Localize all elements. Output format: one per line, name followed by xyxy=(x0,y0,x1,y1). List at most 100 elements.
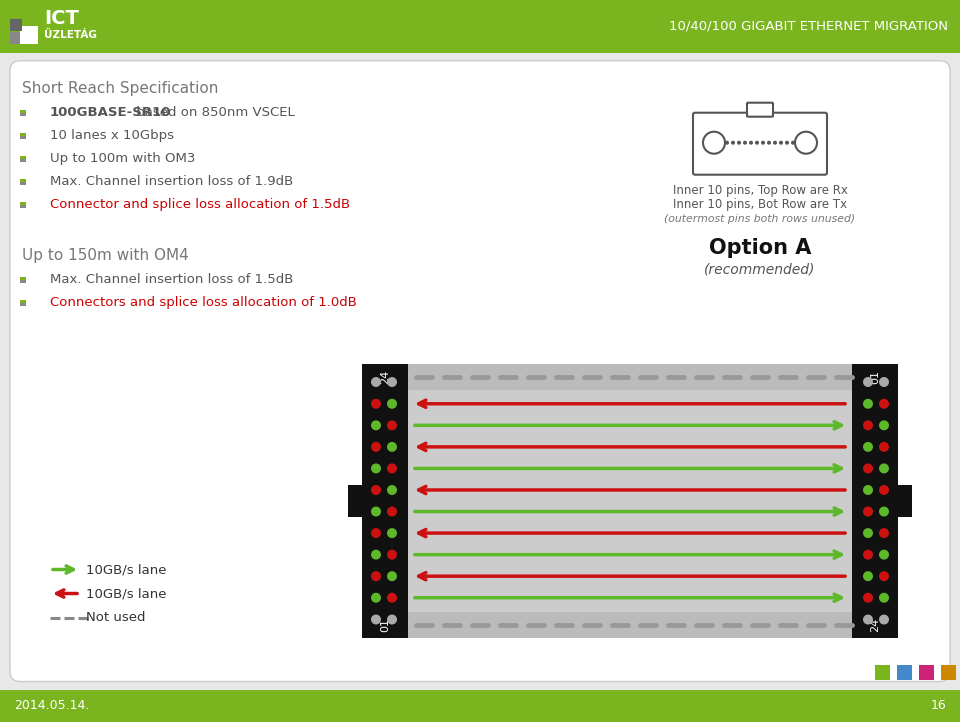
Bar xyxy=(898,484,912,517)
Text: Option A: Option A xyxy=(708,238,811,258)
Circle shape xyxy=(387,485,397,495)
Bar xyxy=(20,300,26,303)
Bar xyxy=(852,364,898,638)
Text: Up to 100m with OM3: Up to 100m with OM3 xyxy=(50,152,196,165)
Bar xyxy=(20,133,26,136)
Circle shape xyxy=(879,485,889,495)
Circle shape xyxy=(863,593,873,603)
Circle shape xyxy=(371,593,381,603)
Text: 2014.05.14.: 2014.05.14. xyxy=(14,699,89,713)
Bar xyxy=(875,664,890,679)
Text: ICT: ICT xyxy=(44,9,79,28)
Bar xyxy=(20,201,26,205)
Circle shape xyxy=(371,464,381,474)
Text: Short Reach Specification: Short Reach Specification xyxy=(22,81,218,96)
Circle shape xyxy=(371,507,381,516)
Circle shape xyxy=(371,420,381,430)
Circle shape xyxy=(387,420,397,430)
Bar xyxy=(20,182,26,185)
Text: 24: 24 xyxy=(380,370,390,384)
Circle shape xyxy=(371,377,381,387)
Circle shape xyxy=(863,614,873,625)
Circle shape xyxy=(879,593,889,603)
Bar xyxy=(20,279,26,283)
Circle shape xyxy=(791,141,795,144)
Bar xyxy=(0,690,960,722)
FancyBboxPatch shape xyxy=(10,61,950,682)
Circle shape xyxy=(371,528,381,538)
Text: Up to 150m with OM4: Up to 150m with OM4 xyxy=(22,248,189,263)
Text: Connector and splice loss allocation of 1.5dB: Connector and splice loss allocation of … xyxy=(50,199,350,212)
Text: Inner 10 pins, Top Row are Rx: Inner 10 pins, Top Row are Rx xyxy=(673,184,848,197)
Circle shape xyxy=(773,141,777,144)
Bar xyxy=(0,0,960,53)
Circle shape xyxy=(863,464,873,474)
FancyBboxPatch shape xyxy=(747,103,773,117)
Circle shape xyxy=(387,614,397,625)
Text: 10/40/100 GIGABIT ETHERNET MIGRATION: 10/40/100 GIGABIT ETHERNET MIGRATION xyxy=(669,19,948,32)
Circle shape xyxy=(863,399,873,409)
Bar xyxy=(408,612,852,638)
Bar xyxy=(20,277,26,279)
Bar xyxy=(20,156,26,159)
Bar xyxy=(20,205,26,208)
Circle shape xyxy=(387,571,397,581)
Circle shape xyxy=(371,614,381,625)
Circle shape xyxy=(387,593,397,603)
Text: (recommended): (recommended) xyxy=(705,263,816,277)
Text: Not used: Not used xyxy=(86,611,146,624)
Bar xyxy=(362,364,408,638)
Circle shape xyxy=(879,377,889,387)
Circle shape xyxy=(371,442,381,452)
Circle shape xyxy=(387,442,397,452)
Text: Connectors and splice loss allocation of 1.0dB: Connectors and splice loss allocation of… xyxy=(50,296,357,309)
Bar xyxy=(10,19,22,31)
Text: 01: 01 xyxy=(870,370,880,384)
Text: 10GB/s lane: 10GB/s lane xyxy=(86,563,166,576)
Bar xyxy=(941,664,956,679)
Bar xyxy=(408,364,852,390)
FancyBboxPatch shape xyxy=(693,113,827,175)
Bar xyxy=(20,179,26,182)
Circle shape xyxy=(371,485,381,495)
Bar xyxy=(20,136,26,139)
Bar xyxy=(20,159,26,162)
Text: Max. Channel insertion loss of 1.5dB: Max. Channel insertion loss of 1.5dB xyxy=(50,273,294,286)
Circle shape xyxy=(779,141,783,144)
Circle shape xyxy=(879,549,889,560)
Circle shape xyxy=(387,399,397,409)
Bar xyxy=(897,664,912,679)
Circle shape xyxy=(761,141,765,144)
Bar xyxy=(919,664,934,679)
Circle shape xyxy=(879,420,889,430)
Circle shape xyxy=(879,507,889,516)
Circle shape xyxy=(863,442,873,452)
Text: 01: 01 xyxy=(380,617,390,632)
Circle shape xyxy=(863,377,873,387)
Text: 10GB/s lane: 10GB/s lane xyxy=(86,587,166,600)
Circle shape xyxy=(863,420,873,430)
Text: Inner 10 pins, Bot Row are Tx: Inner 10 pins, Bot Row are Tx xyxy=(673,199,847,212)
Circle shape xyxy=(879,464,889,474)
Circle shape xyxy=(863,571,873,581)
Circle shape xyxy=(863,549,873,560)
Circle shape xyxy=(785,141,789,144)
Circle shape xyxy=(863,528,873,538)
Circle shape xyxy=(743,141,747,144)
Circle shape xyxy=(387,377,397,387)
Circle shape xyxy=(879,442,889,452)
Bar xyxy=(20,26,38,44)
Circle shape xyxy=(387,549,397,560)
Bar xyxy=(10,32,22,44)
Bar xyxy=(20,110,26,113)
Circle shape xyxy=(387,464,397,474)
Bar xyxy=(20,303,26,305)
Circle shape xyxy=(387,528,397,538)
Circle shape xyxy=(755,141,759,144)
Circle shape xyxy=(879,614,889,625)
Circle shape xyxy=(863,485,873,495)
Circle shape xyxy=(767,141,771,144)
Circle shape xyxy=(737,141,741,144)
Circle shape xyxy=(749,141,753,144)
Circle shape xyxy=(703,131,725,154)
